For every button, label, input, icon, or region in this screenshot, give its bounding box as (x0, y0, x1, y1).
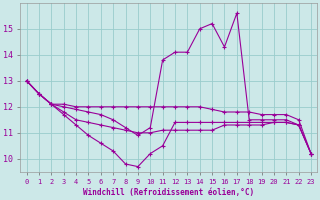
X-axis label: Windchill (Refroidissement éolien,°C): Windchill (Refroidissement éolien,°C) (83, 188, 254, 197)
